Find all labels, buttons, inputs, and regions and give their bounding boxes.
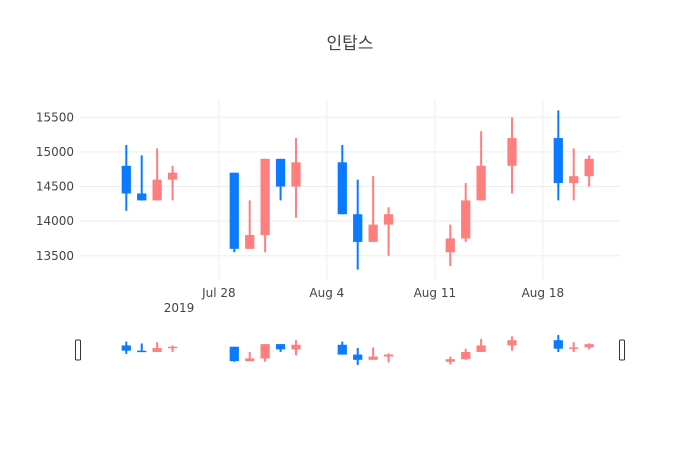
candle-body — [585, 159, 594, 176]
candle — [384, 207, 393, 255]
x-axis-ticks: 2019 Jul 28 Aug 4 Aug 11 Aug 18 — [164, 286, 564, 315]
candle — [137, 155, 146, 200]
x-tick-label: Aug 4 — [309, 286, 344, 300]
slider-candle-body — [122, 345, 131, 350]
candle-body — [245, 235, 254, 249]
slider-candle — [122, 342, 131, 354]
slider-candle-body — [384, 355, 393, 357]
candle-body — [122, 166, 131, 194]
candles — [122, 110, 594, 269]
slider-candle-body — [153, 348, 162, 352]
slider-candle-body — [554, 340, 563, 349]
slider-candle-body — [338, 345, 347, 355]
candle — [230, 173, 239, 253]
candle — [122, 145, 131, 211]
candle-body — [261, 159, 270, 235]
candle-body — [276, 159, 285, 187]
slider-candle — [554, 335, 563, 352]
slider-candle — [384, 353, 393, 362]
slider-candle-body — [245, 359, 254, 362]
slider-candle-body — [168, 347, 177, 349]
slider-candle — [137, 343, 146, 352]
x-tick-label: Aug 18 — [522, 286, 565, 300]
slider-candle — [245, 352, 254, 361]
candle — [276, 159, 285, 201]
x-tick-label: Jul 28 — [201, 286, 236, 300]
slider-candle-body — [261, 344, 270, 358]
slider-candle-body — [291, 345, 300, 350]
candle-body — [153, 180, 162, 201]
y-tick-label: 13500 — [36, 249, 74, 263]
slider-candle-body — [369, 357, 378, 360]
slider-candle-body — [585, 344, 594, 347]
candle-body — [353, 214, 362, 242]
candle — [153, 148, 162, 200]
y-tick-label: 14000 — [36, 214, 74, 228]
slider-handle-left[interactable] — [76, 340, 81, 360]
slider-candle — [507, 336, 516, 350]
candle — [585, 155, 594, 186]
slider-candle-body — [569, 347, 578, 349]
candle — [338, 145, 347, 214]
slider-candle-body — [477, 345, 486, 352]
slider-candle-body — [461, 352, 470, 359]
slider-candle — [353, 348, 362, 365]
candle — [461, 183, 470, 242]
slider-candle-body — [446, 359, 455, 362]
slider-candle — [446, 357, 455, 365]
slider-candle — [477, 339, 486, 352]
candle — [507, 117, 516, 193]
slider-candle-body — [353, 355, 362, 360]
slider-candle-body — [230, 347, 239, 361]
slider-candle-body — [507, 340, 516, 345]
slider-candle — [338, 342, 347, 355]
range-slider[interactable] — [76, 335, 625, 365]
slider-candle-body — [137, 351, 146, 353]
candle-body — [446, 238, 455, 252]
chart-title: 인탑스 — [327, 34, 374, 54]
slider-candle — [168, 345, 177, 352]
candle — [291, 138, 300, 218]
y-tick-label: 14500 — [36, 180, 74, 194]
slider-candle — [369, 347, 378, 359]
candle-body — [369, 225, 378, 242]
candle — [261, 159, 270, 252]
slider-candle-body — [276, 344, 285, 349]
candle-body — [554, 138, 563, 183]
candle-body — [569, 176, 578, 183]
candle-body — [507, 138, 516, 166]
candle — [245, 200, 254, 248]
candle-body — [338, 162, 347, 214]
slider-candle — [461, 349, 470, 360]
candle-body — [461, 200, 470, 238]
candle — [446, 225, 455, 267]
candle-body — [291, 162, 300, 186]
candle-body — [477, 166, 486, 201]
x-tick-label: Aug 11 — [414, 286, 457, 300]
slider-candle — [291, 340, 300, 355]
candle-body — [168, 173, 177, 180]
candle-body — [384, 214, 393, 224]
x-year-label: 2019 — [164, 301, 195, 315]
slider-candle — [569, 342, 578, 352]
slider-handle-right[interactable] — [620, 340, 625, 360]
slider-candle — [153, 342, 162, 352]
y-tick-label: 15500 — [36, 110, 74, 124]
candle — [168, 166, 177, 201]
slider-candle — [276, 344, 285, 352]
slider-candle — [585, 343, 594, 349]
candle — [569, 148, 578, 200]
candle-body — [137, 193, 146, 200]
slider-candle — [230, 347, 239, 362]
candle — [477, 131, 486, 200]
y-axis-ticks: 13500 14000 14500 15000 15500 — [36, 110, 74, 262]
candle — [369, 176, 378, 242]
y-tick-label: 15000 — [36, 145, 74, 159]
candle-body — [230, 173, 239, 249]
slider-candle — [261, 344, 270, 362]
